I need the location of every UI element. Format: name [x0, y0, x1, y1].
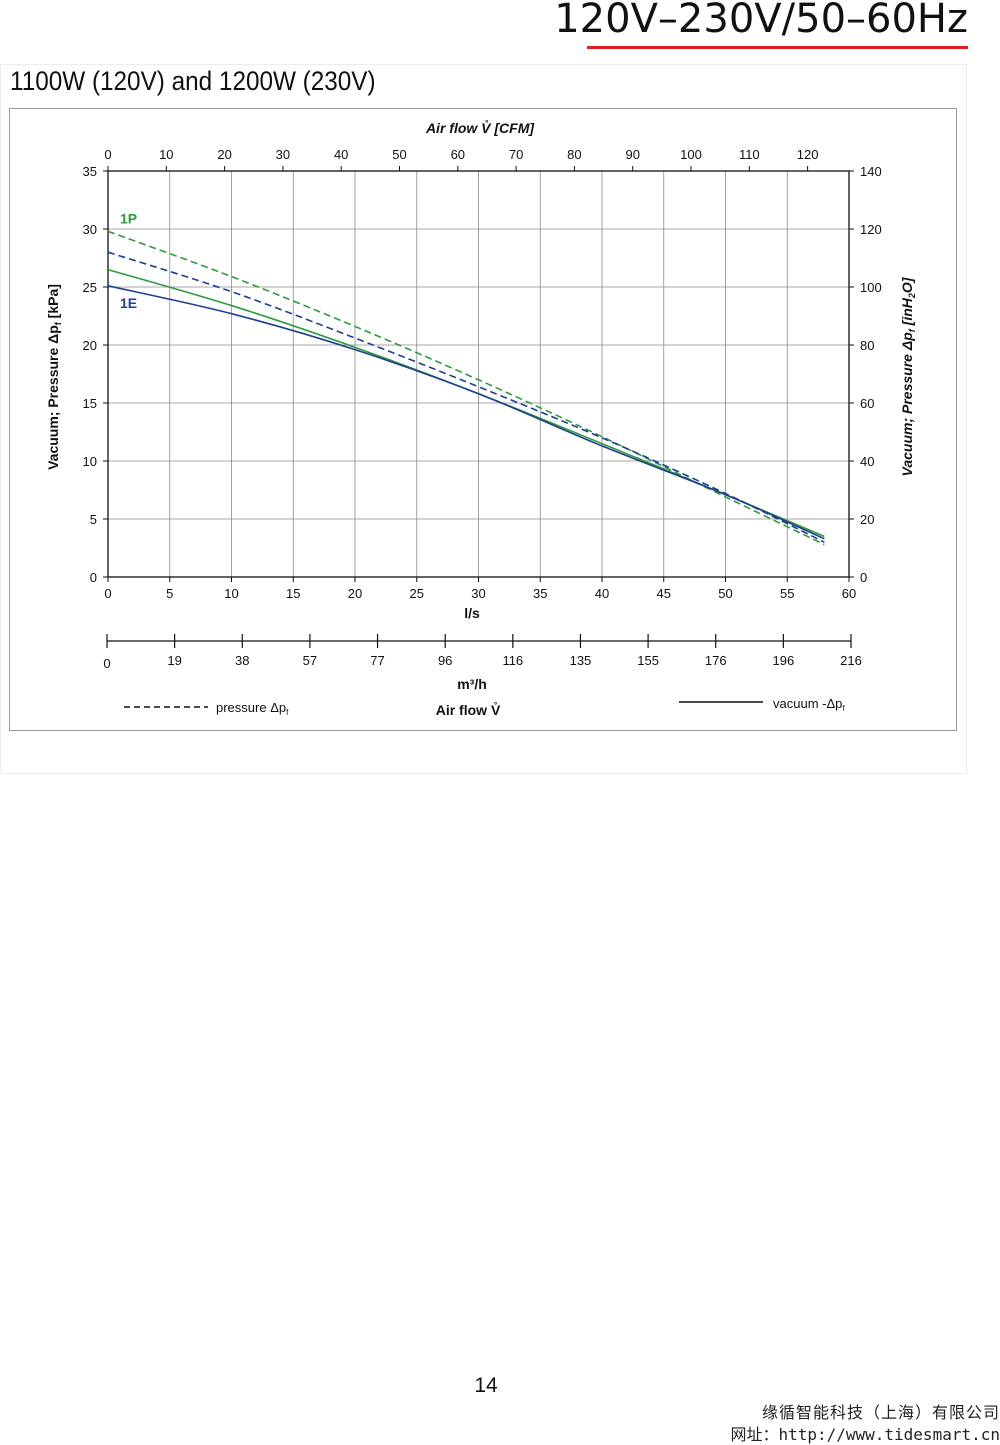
- secondary-axis-tick-label: 176: [705, 653, 727, 668]
- x-top-tick-label: 20: [217, 147, 231, 162]
- series-1e-vacuum-line: [107, 285, 825, 540]
- x-top-tick-label: 0: [104, 147, 111, 162]
- grid-layer: [108, 171, 849, 577]
- y-right-tick-label: 140: [860, 164, 882, 179]
- y-left-tick-label: 30: [83, 222, 97, 237]
- axis-layer: [103, 166, 854, 648]
- secondary-axis-tick-label: 77: [370, 653, 384, 668]
- legend-vacuum-sub: f: [842, 704, 845, 713]
- legend-pressure-text: pressure Δp: [216, 700, 286, 715]
- x-bottom-tick-label: 30: [471, 586, 485, 601]
- bottom-axis-title: l/s: [464, 605, 480, 621]
- right-axis-title-unit2: O]: [899, 276, 915, 293]
- right-axis-title-sub: f: [907, 328, 917, 332]
- secondary-axis-tick-label: 96: [438, 653, 452, 668]
- chart-frame: 0 5 10 15 20 25 30 35 40 45 50 55 60 0 5 10 15 20 25 30 35 0 2…: [9, 108, 957, 731]
- label-layer: 0 5 10 15 20 25 30 35 40 45 50 55 60 0 5 10 15 20 25 30 35 0 2…: [83, 147, 882, 671]
- x-top-tick-label: 50: [392, 147, 406, 162]
- left-axis-title-sub: f: [53, 321, 63, 325]
- top-axis-title: Air flow V̊ [CFM]: [425, 119, 535, 136]
- y-right-tick-label: 60: [860, 396, 874, 411]
- secondary-axis-tick-label: 116: [502, 653, 523, 668]
- x-bottom-tick-label: 15: [286, 586, 300, 601]
- footer-company: 缘循智能科技（上海）有限公司: [761, 1403, 1000, 1422]
- y-right-tick-label: 80: [860, 338, 874, 353]
- y-left-tick-label: 15: [83, 396, 97, 411]
- secondary-axis-title: m³/h: [457, 676, 487, 692]
- plot-border: [107, 170, 850, 578]
- x-top-tick-label: 90: [625, 147, 639, 162]
- secondary-axis-tick-label: 19: [167, 653, 181, 668]
- x-top-tick-label: 80: [567, 147, 581, 162]
- y-left-tick-label: 35: [83, 164, 97, 179]
- header-divider: [587, 46, 968, 49]
- y-right-tick-label: 20: [860, 512, 874, 527]
- series-1p-pressure-line: [107, 230, 825, 546]
- footer-url: 网址：http://www.tidesmart.cn: [730, 1425, 1000, 1444]
- right-axis-title-sub2: 2: [907, 293, 917, 299]
- y-left-tick-label: 5: [90, 512, 97, 527]
- x-bottom-tick-label: 60: [842, 586, 856, 601]
- series-label-1p: 1P: [120, 210, 137, 226]
- secondary-axis-tick-label: 57: [303, 653, 317, 668]
- legend-pressure-sub: f: [286, 708, 289, 717]
- y-left-tick-label: 25: [83, 280, 97, 295]
- secondary-axis-tick-label: 0: [103, 656, 110, 671]
- legend-pressure-label: pressure Δpf: [216, 700, 289, 717]
- x-top-tick-label: 100: [680, 147, 702, 162]
- x-top-tick-label: 60: [451, 147, 465, 162]
- secondary-axis-tick-label: 155: [637, 653, 659, 668]
- y-right-tick-label: 100: [860, 280, 882, 295]
- x-top-tick-label: 10: [159, 147, 173, 162]
- series-layer: [107, 230, 825, 546]
- series-1e-pressure-line: [107, 251, 825, 543]
- panel-title: 1100W (120V) and 1200W (230V): [10, 66, 376, 96]
- secondary-axis-tick-label: 196: [773, 653, 795, 668]
- left-axis-title-main: Vacuum; Pressure Δp: [45, 325, 61, 470]
- page-number: 14: [474, 1374, 498, 1397]
- x-bottom-tick-label: 10: [224, 586, 238, 601]
- y-left-tick-label: 20: [83, 338, 97, 353]
- y-left-tick-label: 10: [83, 454, 97, 469]
- left-axis-title-unit: [kPa]: [45, 284, 61, 322]
- x-bottom-tick-label: 20: [348, 586, 362, 601]
- right-axis-title-main: Vacuum; Pressure Δp: [899, 332, 915, 477]
- x-bottom-tick-label: 5: [166, 586, 173, 601]
- x-bottom-tick-label: 55: [780, 586, 794, 601]
- chart-panel: [0, 64, 967, 774]
- x-bottom-tick-label: 35: [533, 586, 547, 601]
- x-bottom-tick-label: 40: [595, 586, 609, 601]
- y-left-tick-label: 0: [90, 570, 97, 585]
- series-label-1e: 1E: [120, 295, 137, 311]
- x-bottom-tick-label: 25: [410, 586, 424, 601]
- x-top-tick-label: 40: [334, 147, 348, 162]
- secondary-axis-tick-label: 216: [840, 653, 862, 668]
- legend-vacuum-label: vacuum -Δpf: [773, 696, 845, 713]
- legend-airflow-label: Air flow V̊: [436, 701, 501, 718]
- x-bottom-tick-label: 0: [104, 586, 111, 601]
- x-top-tick-label: 30: [276, 147, 290, 162]
- x-bottom-tick-label: 50: [718, 586, 732, 601]
- legend-vacuum-text: vacuum -Δp: [773, 696, 842, 711]
- right-axis-title: Vacuum; Pressure Δpf [inH2O]: [899, 276, 917, 476]
- x-top-tick-label: 110: [739, 147, 760, 162]
- x-bottom-tick-label: 45: [657, 586, 671, 601]
- header-title: 120V–230V/50–60Hz: [554, 0, 968, 42]
- right-axis-title-unit: [inH: [899, 297, 915, 329]
- performance-chart: 0 5 10 15 20 25 30 35 40 45 50 55 600510152025303502…: [45, 119, 917, 718]
- y-right-tick-label: 40: [860, 454, 874, 469]
- x-top-tick-label: 70: [509, 147, 523, 162]
- y-right-tick-label: 0: [860, 570, 867, 585]
- left-axis-title: Vacuum; Pressure Δpf [kPa]: [45, 284, 63, 470]
- secondary-axis-tick-label: 135: [570, 653, 592, 668]
- x-top-tick-label: 120: [797, 147, 819, 162]
- secondary-axis-tick-label: 38: [235, 653, 249, 668]
- y-right-tick-label: 120: [860, 222, 882, 237]
